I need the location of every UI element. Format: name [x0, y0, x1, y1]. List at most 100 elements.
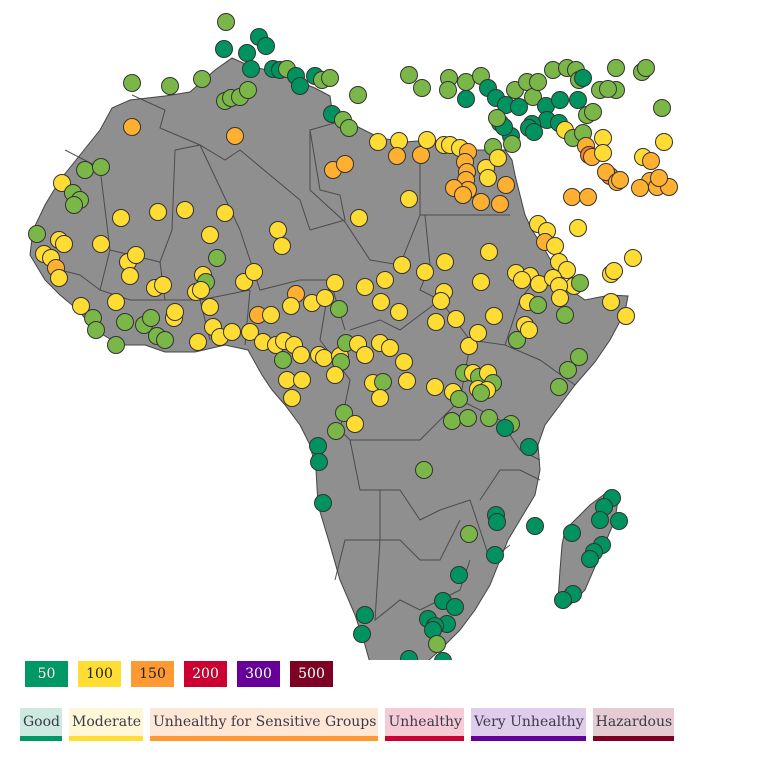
- station-marker[interactable]: [335, 404, 353, 422]
- station-marker[interactable]: [245, 263, 263, 281]
- station-marker[interactable]: [469, 324, 487, 342]
- station-marker[interactable]: [327, 422, 345, 440]
- station-marker[interactable]: [87, 321, 105, 339]
- station-markers[interactable]: [28, 13, 678, 661]
- station-marker[interactable]: [50, 269, 68, 287]
- station-marker[interactable]: [581, 550, 599, 568]
- station-marker[interactable]: [418, 131, 436, 149]
- station-marker[interactable]: [107, 293, 125, 311]
- station-marker[interactable]: [395, 353, 413, 371]
- air-quality-map[interactable]: [0, 0, 769, 660]
- station-marker[interactable]: [559, 361, 577, 379]
- station-marker[interactable]: [282, 297, 300, 315]
- station-marker[interactable]: [239, 81, 257, 99]
- station-marker[interactable]: [274, 351, 292, 369]
- station-marker[interactable]: [594, 129, 612, 147]
- station-marker[interactable]: [390, 132, 408, 150]
- station-marker[interactable]: [551, 91, 569, 109]
- station-marker[interactable]: [28, 225, 46, 243]
- station-marker[interactable]: [269, 221, 287, 239]
- station-marker[interactable]: [605, 262, 623, 280]
- station-marker[interactable]: [415, 461, 433, 479]
- station-marker[interactable]: [154, 276, 172, 294]
- station-marker[interactable]: [434, 652, 452, 661]
- station-marker[interactable]: [570, 348, 588, 366]
- station-marker[interactable]: [330, 300, 348, 318]
- station-marker[interactable]: [116, 313, 134, 331]
- station-marker[interactable]: [610, 512, 628, 530]
- station-marker[interactable]: [579, 188, 597, 206]
- station-marker[interactable]: [262, 306, 280, 324]
- station-marker[interactable]: [326, 366, 344, 384]
- station-marker[interactable]: [594, 144, 612, 162]
- station-marker[interactable]: [242, 60, 260, 78]
- station-marker[interactable]: [107, 336, 125, 354]
- station-marker[interactable]: [291, 77, 309, 95]
- station-marker[interactable]: [607, 59, 625, 77]
- station-marker[interactable]: [413, 79, 431, 97]
- station-marker[interactable]: [356, 346, 374, 364]
- station-marker[interactable]: [241, 323, 259, 341]
- station-marker[interactable]: [283, 389, 301, 407]
- station-marker[interactable]: [563, 188, 581, 206]
- station-marker[interactable]: [529, 73, 547, 91]
- station-marker[interactable]: [92, 158, 110, 176]
- station-marker[interactable]: [574, 69, 592, 87]
- station-marker[interactable]: [554, 591, 572, 609]
- station-marker[interactable]: [428, 635, 446, 653]
- station-marker[interactable]: [350, 209, 368, 227]
- station-marker[interactable]: [149, 203, 167, 221]
- station-marker[interactable]: [72, 297, 90, 315]
- station-marker[interactable]: [510, 98, 528, 116]
- station-marker[interactable]: [450, 390, 468, 408]
- station-marker[interactable]: [426, 378, 444, 396]
- station-marker[interactable]: [485, 307, 503, 325]
- station-marker[interactable]: [400, 650, 418, 661]
- station-marker[interactable]: [217, 13, 235, 31]
- station-marker[interactable]: [353, 625, 371, 643]
- station-marker[interactable]: [488, 513, 506, 531]
- station-marker[interactable]: [226, 127, 244, 145]
- station-marker[interactable]: [529, 296, 547, 314]
- station-marker[interactable]: [550, 378, 568, 396]
- station-marker[interactable]: [356, 278, 374, 296]
- station-marker[interactable]: [571, 274, 589, 292]
- station-marker[interactable]: [257, 37, 275, 55]
- station-marker[interactable]: [161, 77, 179, 95]
- station-marker[interactable]: [479, 169, 497, 187]
- station-marker[interactable]: [176, 201, 194, 219]
- station-marker[interactable]: [650, 169, 668, 187]
- station-marker[interactable]: [65, 196, 83, 214]
- station-marker[interactable]: [346, 415, 364, 433]
- station-marker[interactable]: [459, 409, 477, 427]
- station-marker[interactable]: [192, 281, 210, 299]
- station-marker[interactable]: [238, 44, 256, 62]
- station-marker[interactable]: [450, 566, 468, 584]
- station-marker[interactable]: [340, 119, 358, 137]
- station-marker[interactable]: [457, 90, 475, 108]
- station-marker[interactable]: [123, 118, 141, 136]
- station-marker[interactable]: [412, 146, 430, 164]
- station-marker[interactable]: [556, 306, 574, 324]
- station-marker[interactable]: [436, 253, 454, 271]
- station-marker[interactable]: [488, 109, 506, 127]
- station-marker[interactable]: [617, 307, 635, 325]
- station-marker[interactable]: [376, 271, 394, 289]
- station-marker[interactable]: [273, 237, 291, 255]
- station-marker[interactable]: [215, 40, 233, 58]
- station-marker[interactable]: [563, 524, 581, 542]
- station-marker[interactable]: [201, 298, 219, 316]
- station-marker[interactable]: [443, 412, 461, 430]
- station-marker[interactable]: [551, 289, 569, 307]
- station-marker[interactable]: [513, 271, 531, 289]
- station-marker[interactable]: [642, 152, 660, 170]
- station-marker[interactable]: [591, 511, 609, 529]
- station-marker[interactable]: [569, 219, 587, 237]
- station-marker[interactable]: [558, 261, 576, 279]
- station-marker[interactable]: [193, 70, 211, 88]
- station-marker[interactable]: [398, 372, 416, 390]
- station-marker[interactable]: [526, 517, 544, 535]
- station-marker[interactable]: [491, 195, 509, 213]
- station-marker[interactable]: [460, 525, 478, 543]
- station-marker[interactable]: [310, 453, 328, 471]
